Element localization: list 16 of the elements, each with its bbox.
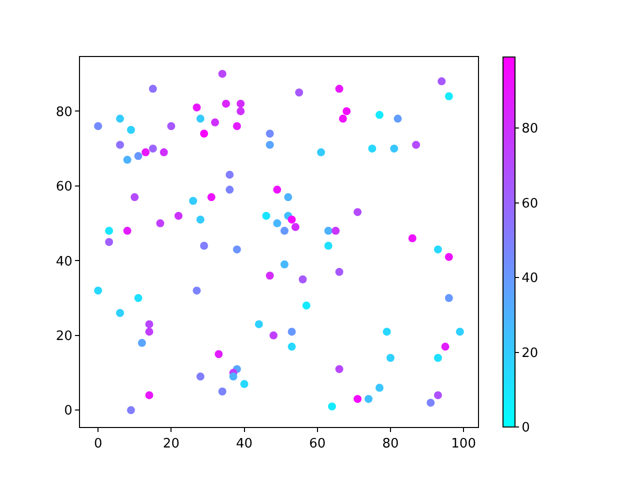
x-tick-label: 20 [162,436,180,452]
x-tick-label: 100 [451,436,476,452]
x-tick-label: 80 [382,436,399,452]
y-tick-label: 60 [56,179,72,194]
y-tick-label: 0 [64,404,72,419]
color-bar-label: 80 [522,122,538,137]
y-tick-label: 20 [56,328,72,344]
color-bar-label: 60 [522,196,538,212]
y-tick-label: 40 [56,254,72,270]
color-bar-label: 40 [522,271,538,286]
x-tick-label: 60 [309,436,326,452]
x-tick-label: 0 [94,436,102,452]
x-tick-label: 40 [236,436,253,452]
color-bar-label: 20 [522,346,538,361]
y-tick-label: 80 [56,104,72,120]
color-bar-label: 0 [522,420,530,436]
